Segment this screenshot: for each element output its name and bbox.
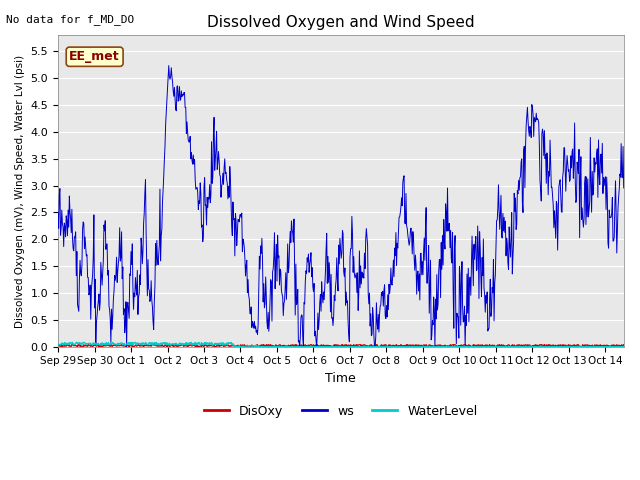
Title: Dissolved Oxygen and Wind Speed: Dissolved Oxygen and Wind Speed (207, 15, 475, 30)
ws (165, 63, 173, 69)
WaterLevel (297, 344, 305, 349)
WaterLevel (481, 344, 489, 349)
WaterLevel (255, 344, 263, 349)
WaterLevel (54, 341, 62, 347)
Legend: DisOxy, ws, WaterLevel: DisOxy, ws, WaterLevel (199, 400, 483, 423)
WaterLevel (458, 344, 466, 349)
ws (458, 259, 466, 264)
ws (116, 225, 124, 230)
WaterLevel (202, 340, 210, 346)
Text: No data for f_MD_DO: No data for f_MD_DO (6, 14, 134, 25)
DisOxy (458, 344, 466, 349)
WaterLevel (620, 344, 628, 349)
Line: DisOxy: DisOxy (58, 345, 624, 347)
DisOxy (544, 342, 552, 348)
Y-axis label: Dissolved Oxygen (mV), Wind Speed, Water Lvl (psi): Dissolved Oxygen (mV), Wind Speed, Water… (15, 54, 25, 327)
ws (620, 185, 628, 191)
WaterLevel (68, 339, 76, 345)
Line: ws: ws (58, 66, 624, 347)
Line: WaterLevel: WaterLevel (58, 342, 624, 347)
DisOxy (196, 344, 204, 349)
DisOxy (620, 342, 628, 348)
WaterLevel (116, 341, 124, 347)
DisOxy (203, 342, 211, 348)
DisOxy (179, 342, 186, 348)
ws (203, 222, 211, 228)
ws (297, 315, 305, 321)
Text: EE_met: EE_met (69, 50, 120, 63)
DisOxy (54, 343, 62, 349)
DisOxy (297, 342, 305, 348)
DisOxy (116, 343, 124, 348)
ws (123, 344, 131, 349)
DisOxy (481, 342, 489, 348)
ws (54, 210, 62, 216)
ws (544, 160, 552, 166)
WaterLevel (544, 344, 552, 349)
X-axis label: Time: Time (326, 372, 356, 385)
ws (481, 309, 489, 315)
